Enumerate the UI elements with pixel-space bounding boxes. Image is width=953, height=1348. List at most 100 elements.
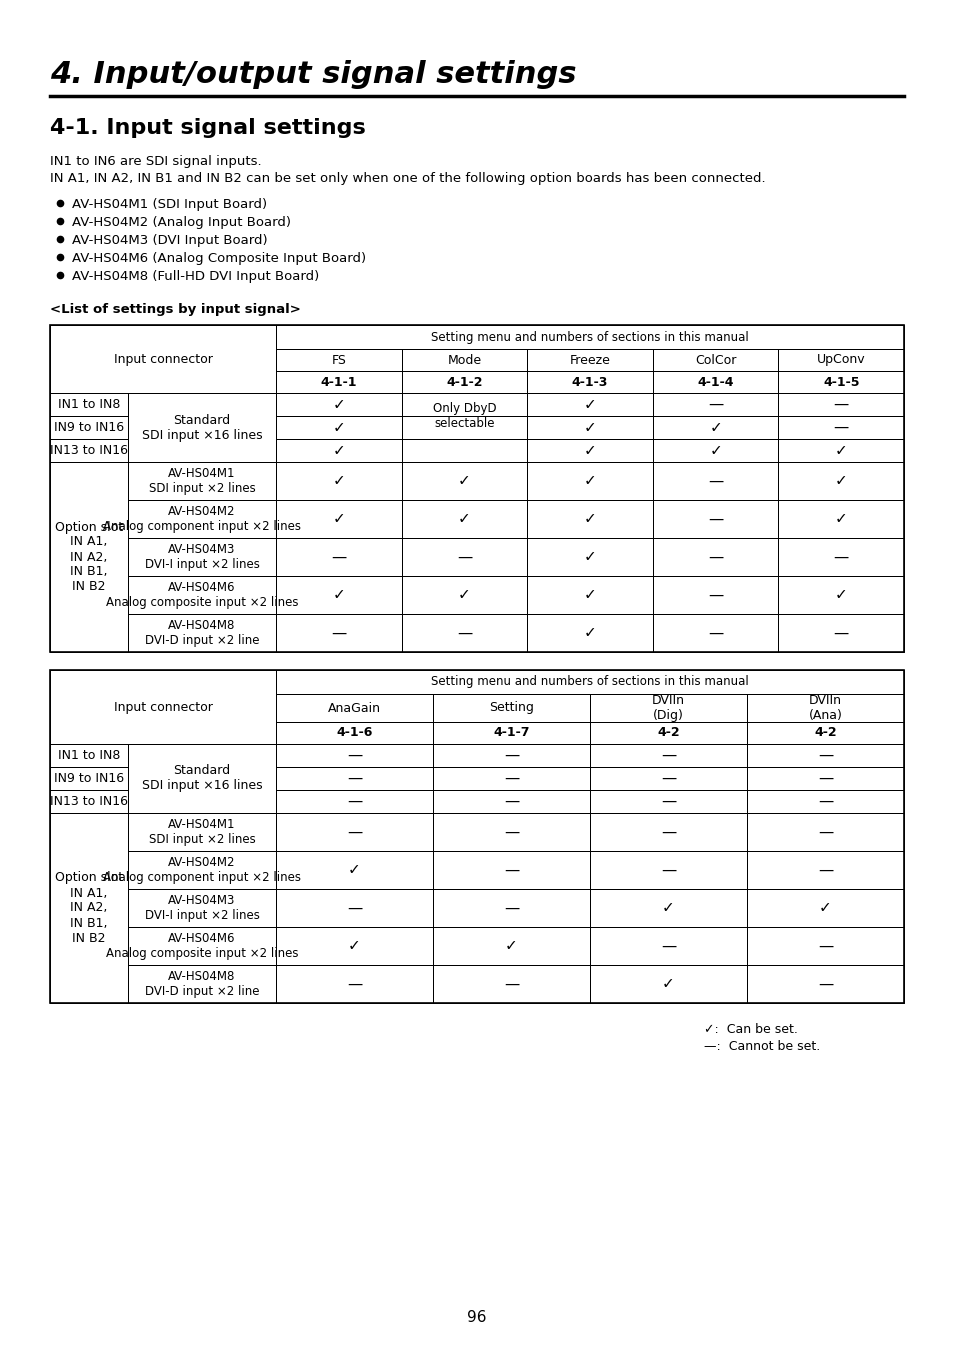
Bar [589, 813, 746, 851]
Bar [128, 462, 275, 500]
Text: ✓:  Can be set.: ✓: Can be set. [703, 1023, 797, 1037]
Text: —: — [660, 863, 676, 878]
Text: —: — [456, 550, 472, 565]
Text: IN1 to IN8: IN1 to IN8 [58, 398, 120, 411]
Bar [128, 851, 275, 888]
Text: AV-HS04M3 (DVI Input Board): AV-HS04M3 (DVI Input Board) [71, 235, 268, 247]
Text: Setting menu and numbers of sections in this manual: Setting menu and numbers of sections in … [431, 330, 748, 344]
Text: —: — [347, 771, 362, 786]
Text: ✓: ✓ [708, 421, 721, 435]
Bar [746, 851, 903, 888]
Bar [746, 767, 903, 790]
Bar [433, 694, 589, 723]
Text: ✓: ✓ [457, 473, 470, 488]
Bar [778, 613, 903, 652]
Text: <List of settings by input signal>: <List of settings by input signal> [50, 303, 300, 315]
Text: —: — [660, 771, 676, 786]
Bar [589, 694, 746, 723]
Text: —: — [833, 625, 848, 640]
Bar [433, 790, 589, 813]
Text: IN9 to IN16: IN9 to IN16 [54, 421, 124, 434]
Text: ✓: ✓ [661, 900, 674, 915]
Text: —: — [817, 938, 832, 953]
Bar [652, 439, 778, 462]
Bar [128, 576, 275, 613]
Text: —: — [707, 511, 722, 527]
Text: AV-HS04M2
Analog component input ×2 lines: AV-HS04M2 Analog component input ×2 line… [103, 856, 301, 884]
Text: 96: 96 [467, 1310, 486, 1325]
Bar [433, 888, 589, 927]
Text: ✓: ✓ [332, 443, 345, 458]
Bar [527, 394, 652, 417]
Bar [589, 888, 746, 927]
Bar [50, 790, 128, 813]
Text: —: — [660, 938, 676, 953]
Text: Option slot
IN A1,
IN A2,
IN B1,
IN B2: Option slot IN A1, IN A2, IN B1, IN B2 [55, 872, 123, 945]
Bar [128, 744, 275, 813]
Bar [652, 576, 778, 613]
Text: AV-HS04M8
DVI-D input ×2 line: AV-HS04M8 DVI-D input ×2 line [145, 619, 259, 647]
Text: ✓: ✓ [504, 938, 517, 953]
Bar [746, 813, 903, 851]
Bar [652, 462, 778, 500]
Bar [433, 851, 589, 888]
Text: Standard
SDI input ×16 lines: Standard SDI input ×16 lines [142, 764, 262, 793]
Bar [746, 888, 903, 927]
Bar [275, 325, 903, 349]
Text: Freeze: Freeze [569, 353, 610, 367]
Text: ✓: ✓ [332, 588, 345, 603]
Bar [401, 500, 527, 538]
Bar [527, 613, 652, 652]
Text: AV-HS04M8 (Full-HD DVI Input Board): AV-HS04M8 (Full-HD DVI Input Board) [71, 270, 319, 283]
Text: ✓: ✓ [583, 443, 596, 458]
Text: —: — [833, 398, 848, 412]
Bar [589, 851, 746, 888]
Bar [433, 813, 589, 851]
Bar [275, 670, 903, 694]
Text: —: — [817, 771, 832, 786]
Bar [527, 371, 652, 394]
Text: —: — [833, 421, 848, 435]
Text: 4. Input/output signal settings: 4. Input/output signal settings [50, 61, 576, 89]
Text: ✓: ✓ [834, 511, 846, 527]
Bar [652, 500, 778, 538]
Text: —: — [817, 863, 832, 878]
Text: UpConv: UpConv [816, 353, 864, 367]
Text: ✓: ✓ [583, 550, 596, 565]
Text: —: — [817, 748, 832, 763]
Text: Input connector: Input connector [113, 352, 213, 365]
Bar [527, 349, 652, 371]
Text: AV-HS04M2 (Analog Input Board): AV-HS04M2 (Analog Input Board) [71, 216, 291, 229]
Bar [527, 462, 652, 500]
Bar [527, 538, 652, 576]
Bar [778, 500, 903, 538]
Text: AV-HS04M1
SDI input ×2 lines: AV-HS04M1 SDI input ×2 lines [149, 818, 255, 847]
Bar [589, 723, 746, 744]
Bar [50, 417, 128, 439]
Bar [275, 439, 401, 462]
Bar [275, 500, 401, 538]
Text: —: — [660, 825, 676, 840]
Text: Option slot
IN A1,
IN A2,
IN B1,
IN B2: Option slot IN A1, IN A2, IN B1, IN B2 [55, 520, 123, 593]
Bar [589, 767, 746, 790]
Bar [401, 613, 527, 652]
Bar [746, 790, 903, 813]
Bar [128, 888, 275, 927]
Text: —: — [503, 825, 518, 840]
Text: AV-HS04M3
DVI-I input ×2 lines: AV-HS04M3 DVI-I input ×2 lines [145, 894, 259, 922]
Text: —: — [707, 625, 722, 640]
Text: ✓: ✓ [457, 588, 470, 603]
Bar [527, 417, 652, 439]
Bar [275, 613, 401, 652]
Text: 4-2: 4-2 [657, 727, 679, 740]
Text: Setting menu and numbers of sections in this manual: Setting menu and numbers of sections in … [431, 675, 748, 689]
Bar [589, 965, 746, 1003]
Text: 4-1-4: 4-1-4 [697, 376, 733, 388]
Text: —: — [456, 625, 472, 640]
Bar [275, 790, 433, 813]
Bar [275, 538, 401, 576]
Bar [746, 723, 903, 744]
Text: IN9 to IN16: IN9 to IN16 [54, 772, 124, 785]
Bar [128, 500, 275, 538]
Text: —: — [817, 794, 832, 809]
